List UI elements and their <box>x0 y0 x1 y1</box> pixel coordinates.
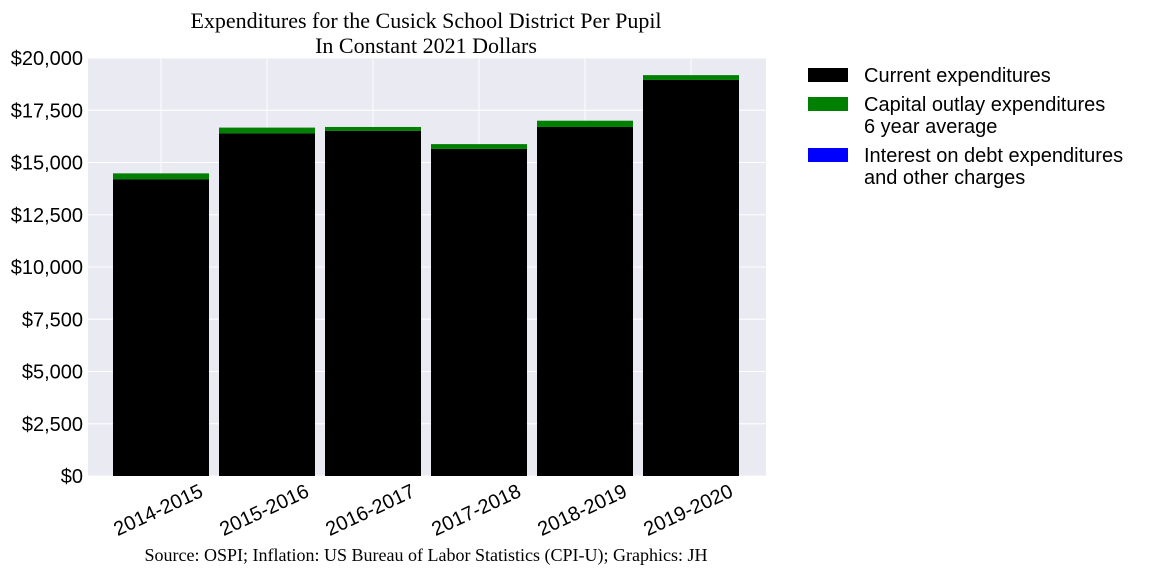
x-tick-label: 2019-2020 <box>640 480 736 540</box>
legend-label: Current expenditures <box>864 65 1051 87</box>
y-tick-label: $2,500 <box>22 414 83 436</box>
y-tick-labels: $0 $2,500 $5,000 $7,500 $10,000 $12,500 $15,00… <box>11 48 83 488</box>
y-tick-label: $17,500 <box>11 100 83 122</box>
y-tick-label: $15,000 <box>11 153 83 175</box>
legend-label: 6 year average <box>864 116 997 138</box>
x-tick-label: 2016-2017 <box>322 480 418 540</box>
legend-label: Capital outlay expenditures <box>864 94 1105 116</box>
chart-title-line1: Expenditures for the Cusick School Distr… <box>190 8 661 33</box>
legend: Current expenditures Capital outlay expen… <box>808 65 1123 189</box>
bar-segment-2018-2019-s0 <box>537 126 633 476</box>
bar-segment-2016-2017-s0 <box>325 130 421 476</box>
x-tick-label: 2015-2016 <box>216 480 312 540</box>
source-caption: Source: OSPI; Inflation: US Bureau of La… <box>145 545 708 566</box>
y-tick-label: $0 <box>61 466 83 488</box>
y-tick-label: $10,000 <box>11 257 83 279</box>
x-tick-labels: 2014-2015 2015-2016 2016-2017 2017-2018 2018… <box>110 480 736 540</box>
y-tick-label: $7,500 <box>22 309 83 331</box>
bar-segment-2017-2018-s1 <box>431 144 527 149</box>
y-tick-label: $20,000 <box>11 48 83 70</box>
bar-segment-2017-2018-s0 <box>431 148 527 477</box>
legend-swatch <box>808 148 848 162</box>
y-tick-label: $5,000 <box>22 362 83 384</box>
bar-segment-2014-2015-s1 <box>113 173 209 180</box>
bar-segment-2019-2020-s0 <box>643 79 739 476</box>
bars <box>113 75 739 477</box>
legend-swatch <box>808 68 848 82</box>
bar-segment-2016-2017-s1 <box>325 126 421 131</box>
y-tick-label: $12,500 <box>11 205 83 227</box>
chart-title-line2: In Constant 2021 Dollars <box>315 33 537 58</box>
bar-segment-2014-2015-s0 <box>113 179 209 476</box>
x-tick-label: 2017-2018 <box>428 480 524 540</box>
bar-segment-2019-2020-s1 <box>643 75 739 80</box>
bar-segment-2018-2019-s1 <box>537 120 633 127</box>
x-tick-label: 2014-2015 <box>110 480 206 540</box>
bar-segment-2015-2016-s1 <box>219 127 315 134</box>
legend-label: Interest on debt expenditures <box>864 145 1123 167</box>
x-tick-label: 2018-2019 <box>534 480 630 540</box>
bar-segment-2015-2016-s0 <box>219 133 315 477</box>
legend-label: and other charges <box>864 167 1025 189</box>
legend-swatch <box>808 97 848 111</box>
